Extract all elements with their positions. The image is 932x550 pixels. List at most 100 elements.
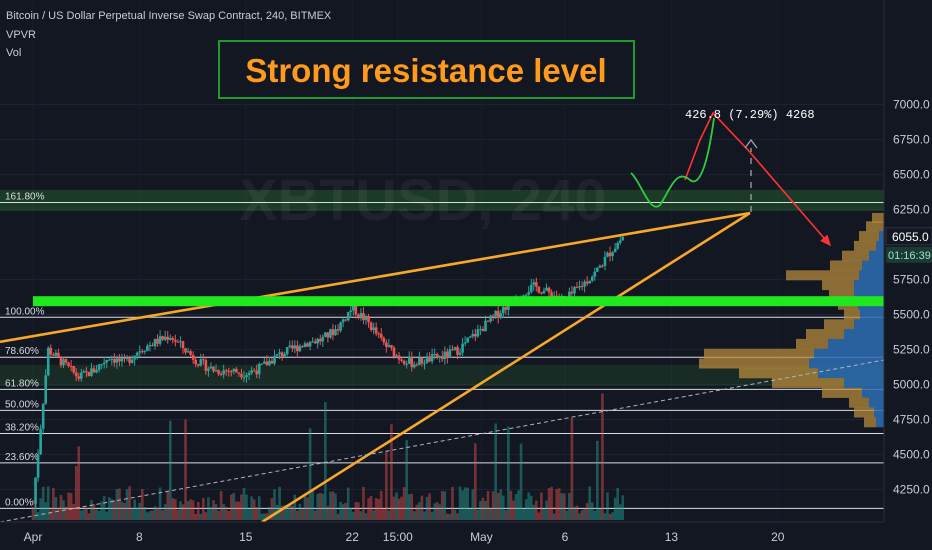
candle[interactable] xyxy=(125,358,129,360)
candle[interactable] xyxy=(537,286,541,293)
candle[interactable] xyxy=(527,292,531,295)
candle[interactable] xyxy=(590,276,594,281)
candle[interactable] xyxy=(458,352,462,355)
candle[interactable] xyxy=(209,366,213,369)
candle[interactable] xyxy=(62,359,65,366)
candle[interactable] xyxy=(438,356,442,359)
candle[interactable] xyxy=(72,366,75,373)
candle[interactable] xyxy=(120,357,124,362)
candle[interactable] xyxy=(400,359,403,361)
candle[interactable] xyxy=(535,282,538,287)
candle[interactable] xyxy=(31,503,35,505)
candle[interactable] xyxy=(245,374,248,378)
candle[interactable] xyxy=(405,363,408,365)
candle[interactable] xyxy=(285,347,289,355)
candle[interactable] xyxy=(87,371,91,376)
candle[interactable] xyxy=(113,358,116,363)
candle[interactable] xyxy=(64,359,68,363)
candle[interactable] xyxy=(194,359,197,365)
candle[interactable] xyxy=(273,355,276,364)
candle[interactable] xyxy=(390,345,393,348)
candle[interactable] xyxy=(461,343,464,353)
candle[interactable] xyxy=(219,373,223,375)
candle[interactable] xyxy=(263,361,266,364)
candle[interactable] xyxy=(324,332,327,337)
candle[interactable] xyxy=(240,373,243,378)
candle[interactable] xyxy=(334,329,337,336)
candle[interactable] xyxy=(191,354,195,360)
candle[interactable] xyxy=(415,364,419,366)
candle[interactable] xyxy=(158,336,162,344)
candle[interactable] xyxy=(293,345,297,349)
candle[interactable] xyxy=(598,265,602,268)
candle[interactable] xyxy=(204,360,208,371)
candle[interactable] xyxy=(387,345,391,347)
candle[interactable] xyxy=(374,327,378,334)
candle[interactable] xyxy=(532,282,536,285)
candle[interactable] xyxy=(397,355,401,360)
candle[interactable] xyxy=(382,337,386,343)
candle[interactable] xyxy=(318,338,322,342)
candle[interactable] xyxy=(283,354,286,357)
candle[interactable] xyxy=(486,320,490,322)
candle[interactable] xyxy=(618,240,622,243)
candle[interactable] xyxy=(339,322,342,331)
candle[interactable] xyxy=(301,346,304,348)
candle[interactable] xyxy=(367,316,370,323)
candle[interactable] xyxy=(36,454,40,478)
candle[interactable] xyxy=(181,341,185,349)
candle[interactable] xyxy=(270,360,274,364)
candle[interactable] xyxy=(583,281,586,287)
candle[interactable] xyxy=(430,354,434,362)
candle[interactable] xyxy=(423,363,426,365)
candle[interactable] xyxy=(585,281,589,284)
candle[interactable] xyxy=(341,319,345,323)
candle[interactable] xyxy=(570,291,574,294)
candle[interactable] xyxy=(107,359,111,361)
candle[interactable] xyxy=(280,352,284,357)
candle[interactable] xyxy=(265,361,269,366)
candle[interactable] xyxy=(229,371,233,373)
candle[interactable] xyxy=(550,292,553,299)
resistance-level[interactable] xyxy=(33,296,884,307)
candle[interactable] xyxy=(290,345,294,349)
candle[interactable] xyxy=(491,315,495,317)
candle[interactable] xyxy=(418,357,421,366)
candle[interactable] xyxy=(260,363,264,365)
candle[interactable] xyxy=(250,370,253,373)
candle[interactable] xyxy=(621,236,625,241)
candle[interactable] xyxy=(161,336,164,340)
candle[interactable] xyxy=(143,351,147,353)
candle[interactable] xyxy=(247,372,251,375)
candle[interactable] xyxy=(74,372,78,377)
candle[interactable] xyxy=(82,371,86,373)
candle[interactable] xyxy=(57,352,60,357)
candle[interactable] xyxy=(362,312,365,321)
candle[interactable] xyxy=(196,364,200,366)
candle[interactable] xyxy=(237,372,241,374)
candle[interactable] xyxy=(336,329,340,331)
candle[interactable] xyxy=(90,368,93,376)
candle[interactable] xyxy=(489,315,492,322)
candle[interactable] xyxy=(616,242,619,249)
candle[interactable] xyxy=(524,294,528,296)
candle[interactable] xyxy=(288,345,292,348)
candle[interactable] xyxy=(420,357,424,364)
candle[interactable] xyxy=(588,280,592,284)
candle[interactable] xyxy=(402,360,406,365)
candle[interactable] xyxy=(146,345,149,352)
indicator-vol[interactable]: Vol xyxy=(6,47,21,59)
candle[interactable] xyxy=(446,351,449,358)
candle[interactable] xyxy=(118,358,121,362)
candle[interactable] xyxy=(242,377,246,379)
candle[interactable] xyxy=(349,310,353,313)
candle[interactable] xyxy=(474,333,477,337)
candle[interactable] xyxy=(151,345,154,347)
candle[interactable] xyxy=(252,370,256,372)
candle[interactable] xyxy=(54,352,58,356)
candle[interactable] xyxy=(456,347,459,355)
candle[interactable] xyxy=(580,286,584,288)
candle[interactable] xyxy=(468,336,472,338)
candle[interactable] xyxy=(217,370,220,374)
candle[interactable] xyxy=(329,329,332,338)
